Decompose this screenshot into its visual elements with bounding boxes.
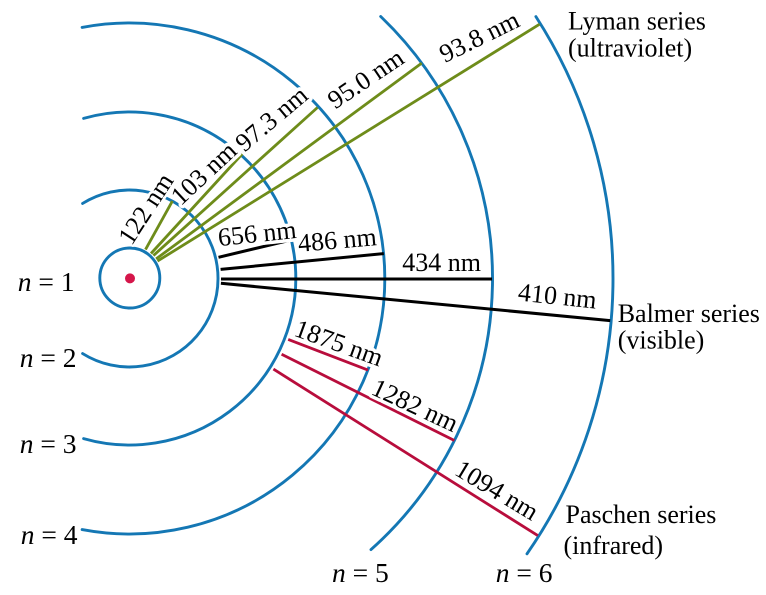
svg-text:103 nm: 103 nm	[165, 136, 242, 211]
svg-text:656 nm: 656 nm	[216, 215, 297, 252]
svg-text:Balmer series: Balmer series	[618, 299, 760, 328]
svg-text:n = 4: n = 4	[21, 519, 78, 550]
svg-text:n = 1: n = 1	[18, 266, 75, 297]
svg-text:93.8 nm: 93.8 nm	[435, 5, 524, 68]
svg-text:1282 nm: 1282 nm	[367, 373, 462, 438]
svg-text:n = 5: n = 5	[332, 557, 389, 588]
svg-text:(ultraviolet): (ultraviolet)	[568, 34, 692, 63]
svg-text:n = 6: n = 6	[496, 557, 553, 588]
svg-text:410 nm: 410 nm	[517, 278, 598, 315]
svg-text:n = 2: n = 2	[20, 342, 77, 373]
svg-text:(infrared): (infrared)	[564, 531, 664, 560]
svg-text:97.3 nm: 97.3 nm	[230, 80, 314, 157]
svg-text:n = 3: n = 3	[20, 428, 77, 459]
svg-text:Paschen series: Paschen series	[566, 500, 717, 529]
svg-text:(visible): (visible)	[618, 326, 705, 355]
svg-text:Lyman series: Lyman series	[568, 7, 706, 36]
svg-text:1875 nm: 1875 nm	[291, 314, 387, 373]
svg-text:434 nm: 434 nm	[402, 248, 481, 277]
svg-text:486 nm: 486 nm	[297, 222, 378, 258]
